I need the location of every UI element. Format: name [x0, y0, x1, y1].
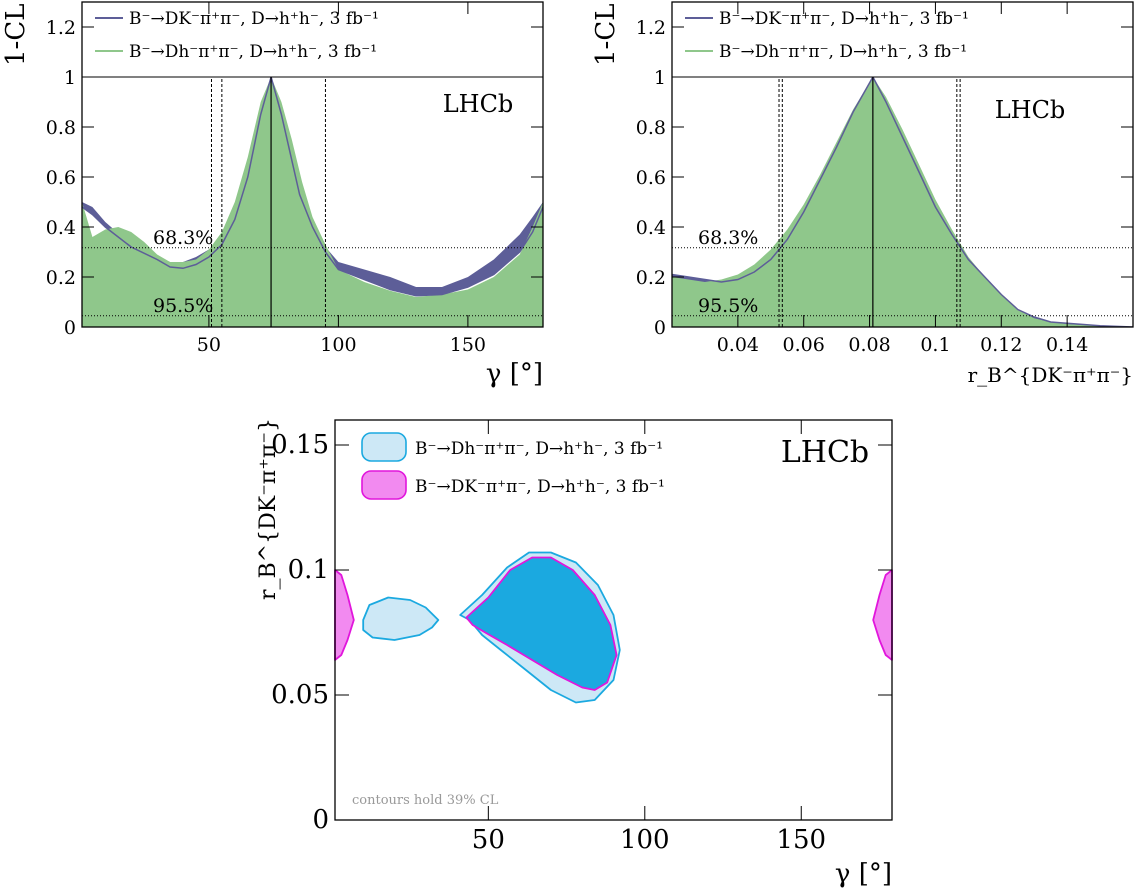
lhcb-label: LHCb [443, 90, 514, 118]
legend-swatch-1 [361, 470, 407, 500]
legend-label-0: B⁻→DK⁻π⁺π⁻, D→h⁺h⁻, 3 fb⁻¹ [129, 9, 379, 29]
legend-swatch-0 [361, 432, 407, 462]
xtick-label-2: 0.08 [848, 334, 890, 356]
gamma-1cl-panel: 68.3% 95.5% B⁻→DK⁻π⁺π⁻, D→h⁺h⁻, 3 fb⁻¹ B⁻→D… [1, 1, 544, 389]
xtick-label-4: 0.12 [980, 334, 1022, 356]
ytick-label-2: 0.4 [636, 217, 666, 239]
contour-0-0 [362, 596, 440, 641]
legend-box [83, 3, 542, 77]
xtick-label-0: 50 [197, 334, 221, 356]
series-line-dk [672, 75, 1133, 327]
legend-label-0: B⁻→Dh⁻π⁺π⁻, D→h⁺h⁻, 3 fb⁻¹ [415, 439, 663, 459]
contour-2-0 [465, 556, 618, 691]
ytick-label-4: 0.8 [46, 117, 76, 139]
ytick-label-0: 0 [312, 805, 329, 835]
ytick-label-5: 1 [64, 67, 76, 89]
y-axis-label: r_B^{DK⁻π⁺π⁻} [256, 418, 281, 600]
xtick-label-5: 0.14 [1046, 334, 1088, 356]
ytick-label-5: 1 [654, 67, 666, 89]
rb-1cl-panel: 68.3% 95.5% B⁻→DK⁻π⁺π⁻, D→h⁺h⁻, 3 fb⁻¹ B⁻→D… [591, 1, 1134, 387]
xtick-label-0: 0.04 [717, 334, 759, 356]
ytick-label-3: 0.6 [636, 167, 666, 189]
cl-note: contours hold 39% CL [352, 793, 499, 808]
axes-frame [671, 1, 1134, 328]
legend-label-1: B⁻→Dh⁻π⁺π⁻, D→h⁺h⁻, 3 fb⁻¹ [719, 42, 967, 62]
y-axis-label: 1-CL [591, 4, 621, 67]
ytick-label-1: 0.2 [636, 267, 666, 289]
legend-box [673, 3, 1132, 77]
plot-area [672, 75, 1133, 327]
ytick-label-4: 0.8 [636, 117, 666, 139]
xtick-label-2: 150 [450, 334, 486, 356]
ytick-label-2: 0.4 [46, 217, 76, 239]
cl-label-95: 95.5% [698, 295, 758, 317]
ytick-label-1: 0.05 [271, 680, 329, 710]
ytick-label-2: 0.1 [288, 555, 329, 585]
y-axis-label: 1-CL [1, 4, 31, 67]
legend-label-1: B⁻→Dh⁻π⁺π⁻, D→h⁺h⁻, 3 fb⁻¹ [129, 42, 377, 62]
cl-label-68: 68.3% [698, 227, 758, 249]
contour-1-0 [334, 569, 355, 661]
legend-label-0: B⁻→DK⁻π⁺π⁻, D→h⁺h⁻, 3 fb⁻¹ [719, 9, 969, 29]
x-axis-label: γ [°] [486, 359, 543, 389]
ytick-label-0: 0 [64, 317, 76, 339]
ytick-label-6: 1.2 [46, 17, 76, 39]
ytick-label-6: 1.2 [636, 17, 666, 39]
xtick-label-0: 50 [472, 825, 505, 855]
cl-label-95: 95.5% [153, 295, 213, 317]
axes-frame [81, 1, 544, 328]
legend-label-1: B⁻→DK⁻π⁺π⁻, D→h⁺h⁻, 3 fb⁻¹ [415, 477, 665, 497]
xtick-label-1: 100 [320, 334, 356, 356]
series-line-dk [82, 74, 543, 297]
xtick-label-2: 150 [776, 825, 826, 855]
xtick-label-1: 100 [620, 825, 670, 855]
xtick-label-1: 0.06 [783, 334, 825, 356]
series-area-dh [672, 77, 1133, 327]
ytick-label-3: 0.15 [271, 430, 329, 460]
lhcb-label: LHCb [781, 435, 869, 470]
contour-panel: 0 0.05 0.1 0.15 50 100 150 B⁻→Dh⁻π⁺π⁻, D→h⁺h⁻, … [256, 418, 893, 889]
plot-area [82, 74, 543, 327]
ytick-label-1: 0.2 [46, 267, 76, 289]
contour-1-1 [872, 569, 893, 661]
xtick-label-3: 0.1 [920, 334, 950, 356]
axes-frame [334, 419, 893, 821]
x-axis-label: γ [°] [835, 859, 892, 889]
x-axis-label: r_B^{DK⁻π⁺π⁻} [968, 363, 1133, 387]
ytick-label-3: 0.6 [46, 167, 76, 189]
cl-label-68: 68.3% [153, 227, 213, 249]
lhcb-label: LHCb [995, 96, 1066, 124]
ytick-label-0: 0 [654, 317, 666, 339]
